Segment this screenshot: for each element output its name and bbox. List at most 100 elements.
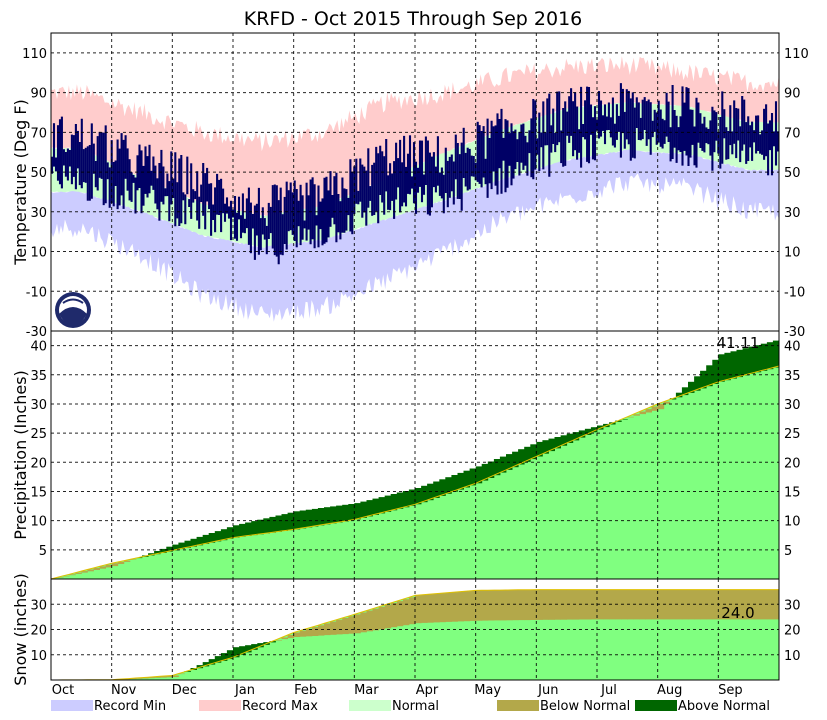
precipitation-departure-bar (772, 340, 780, 368)
y-tick-label-right: 20 (784, 456, 801, 471)
snow-departure-bar (609, 589, 616, 620)
snow-departure-bar (142, 677, 149, 679)
precipitation-departure-bar (421, 485, 428, 503)
y-tick-label: 35 (30, 369, 47, 384)
y-tick-label-right: 25 (784, 427, 801, 442)
x-tick-label: Mar (354, 683, 379, 698)
snow-departure-bar (639, 589, 646, 620)
snow-departure-bar (621, 589, 628, 620)
y-tick-label: 30 (30, 598, 47, 613)
y-tick-label-right: 5 (784, 544, 792, 559)
legend-swatch-normal (349, 700, 391, 711)
precipitation-departure-bar (311, 508, 319, 527)
y-tick-label-right: 10 (784, 649, 801, 664)
snow-departure-bar (257, 643, 264, 648)
snow-departure-bar (530, 589, 537, 620)
legend-label-below-normal: Below Normal (540, 699, 630, 714)
snow-departure-bar (506, 590, 513, 621)
precipitation-departure-bar (360, 501, 367, 518)
precipitation-departure-bar (87, 569, 94, 572)
precipitation-departure-bar (469, 468, 477, 486)
x-tick-label: Nov (111, 683, 137, 698)
y-tick-label-right: 15 (784, 485, 801, 500)
precipitation-departure-bar (299, 510, 307, 529)
precipitation-departure-bar (730, 351, 737, 379)
precipitation-departure-bar (645, 409, 652, 413)
precipitation-departure-bar (160, 548, 167, 553)
precipitation-ylabel: Precipitation (Inches) (11, 370, 30, 540)
precipitation-departure-bar (621, 419, 628, 420)
precipitation-departure-bar (190, 538, 197, 547)
snow-departure-bar (360, 612, 367, 633)
precipitation-departure-bar (214, 531, 222, 542)
snow-ylabel: Snow (inches) (11, 573, 30, 685)
chart-title: KRFD - Oct 2015 Through Sep 2016 (244, 8, 583, 30)
precipitation-departure-bar (57, 577, 64, 578)
precipitation-departure-bar (378, 497, 386, 514)
legend-swatch-below-normal (497, 700, 539, 711)
x-tick-label: Jun (537, 683, 558, 698)
snow-departure-bar (730, 589, 737, 620)
snow-departure-bar (754, 589, 762, 620)
precipitation-departure-bar (524, 446, 531, 462)
snow-departure-bar (772, 589, 780, 620)
snow-departure-bar (597, 589, 604, 620)
snow-departure-bar (627, 589, 634, 620)
snow-departure-bar (712, 589, 719, 620)
precipitation-departure-bar (208, 533, 216, 543)
legend-swatch-record-max (199, 700, 241, 711)
precipitation-departure-bar (572, 432, 580, 441)
snow-departure-bar (354, 614, 361, 634)
snow-departure-bar (512, 589, 519, 621)
precipitation-departure-bar (457, 472, 464, 490)
precipitation-departure-bar (748, 346, 756, 374)
precipitation-departure-bar (657, 403, 665, 410)
snow-departure-bar (439, 593, 446, 623)
snow-departure-bar (645, 589, 652, 620)
precipitation-departure-bar (475, 466, 483, 484)
precipitation-departure-bar (536, 441, 543, 457)
precipitation-departure-bar (512, 451, 519, 468)
snow-departure-bar (396, 601, 404, 627)
snow-departure-bar (524, 589, 531, 621)
legend-swatch-record-min (51, 700, 93, 711)
snow-departure-bar (736, 589, 743, 620)
y-tick-label: 10 (30, 246, 47, 261)
precipitation-departure-bar (305, 509, 313, 528)
snow-departure-bar (342, 618, 349, 635)
precipitation-departure-bar (451, 475, 458, 492)
snow-departure-bar (330, 621, 337, 635)
precipitation-departure-bar (245, 522, 252, 536)
snow-departure-bar (675, 589, 683, 620)
precipitation-departure-bar (239, 523, 246, 537)
precipitation-departure-bar (184, 540, 191, 548)
snow-departure-bar (299, 630, 307, 637)
snow-departure-bar (184, 671, 191, 672)
precipitation-departure-bar (354, 503, 361, 520)
snow-departure-bar (487, 590, 495, 621)
precipitation-departure-bar (663, 401, 671, 404)
precipitation-departure-bar (287, 512, 295, 531)
precipitation-departure-bar (706, 365, 713, 387)
snow-departure-bar (663, 589, 671, 620)
month-axis: Oct Nov Dec Jan Feb Mar Apr May Jun Jul Aug Sep (52, 683, 743, 698)
precipitation-departure-bar (633, 414, 640, 416)
legend-label-record-min: Record Min (94, 699, 166, 714)
precipitation-departure-bar (220, 529, 228, 541)
y-tick-label: 10 (30, 649, 47, 664)
precipitation-departure-bar (75, 572, 82, 574)
precipitation-departure-series (57, 340, 780, 578)
precipitation-departure-bar (487, 461, 495, 478)
precipitation-departure-bar (202, 534, 210, 544)
y-tick-label-right: 70 (784, 126, 801, 141)
precipitation-departure-bar (269, 516, 276, 533)
snow-departure-bar (475, 590, 483, 621)
y-tick-label: 20 (30, 624, 47, 639)
precipitation-departure-bar (627, 416, 634, 418)
snow-departure-bar (748, 589, 756, 620)
snow-departure-bar (275, 640, 282, 641)
precipitation-departure-bar (342, 504, 349, 522)
precipitation-departure-bar (63, 575, 70, 577)
snow-departure-bar (172, 675, 179, 677)
